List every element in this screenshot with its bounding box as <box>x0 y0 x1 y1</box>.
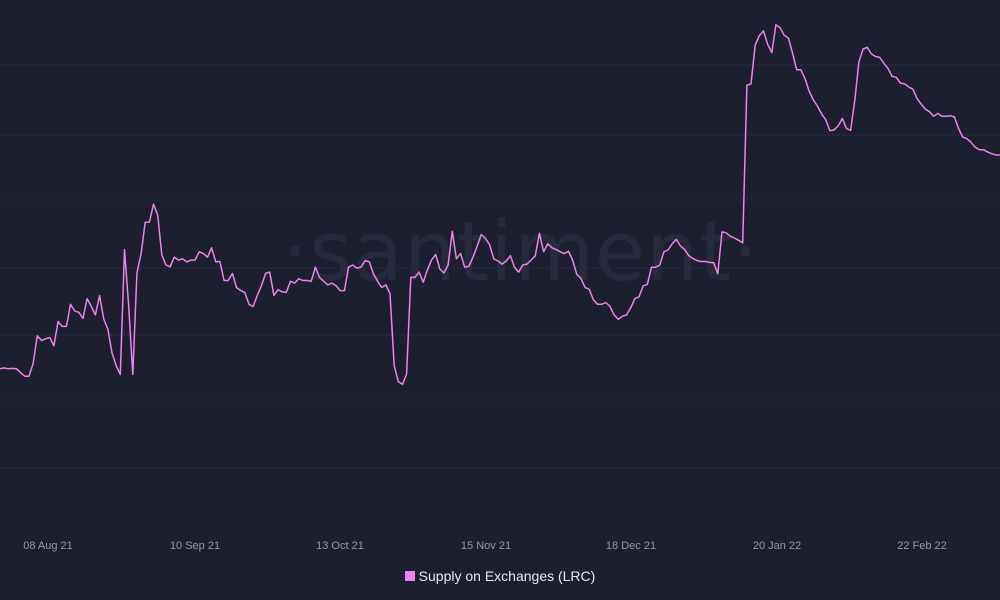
series-layer <box>0 23 1000 386</box>
gridlines <box>0 64 1000 469</box>
legend-label: Supply on Exchanges (LRC) <box>418 568 596 584</box>
legend-swatch <box>404 571 415 581</box>
series-line-supply-on-exchanges[interactable] <box>0 23 1000 386</box>
x-tick-label: 20 Jan 22 <box>753 540 801 552</box>
x-tick-label: 10 Sep 21 <box>170 540 220 552</box>
x-tick-label: 18 Dec 21 <box>606 540 656 552</box>
x-tick-label: 08 Aug 21 <box>23 540 73 552</box>
legend[interactable]: Supply on Exchanges (LRC) <box>0 568 1000 584</box>
x-axis: 08 Aug 21 10 Sep 21 13 Oct 21 15 Nov 21 18 D… <box>23 540 947 552</box>
x-tick-label: 22 Feb 22 <box>897 540 947 552</box>
santiment-watermark: ·santiment· <box>282 205 760 300</box>
x-tick-label: 15 Nov 21 <box>461 540 511 552</box>
x-tick-label: 13 Oct 21 <box>316 540 364 552</box>
